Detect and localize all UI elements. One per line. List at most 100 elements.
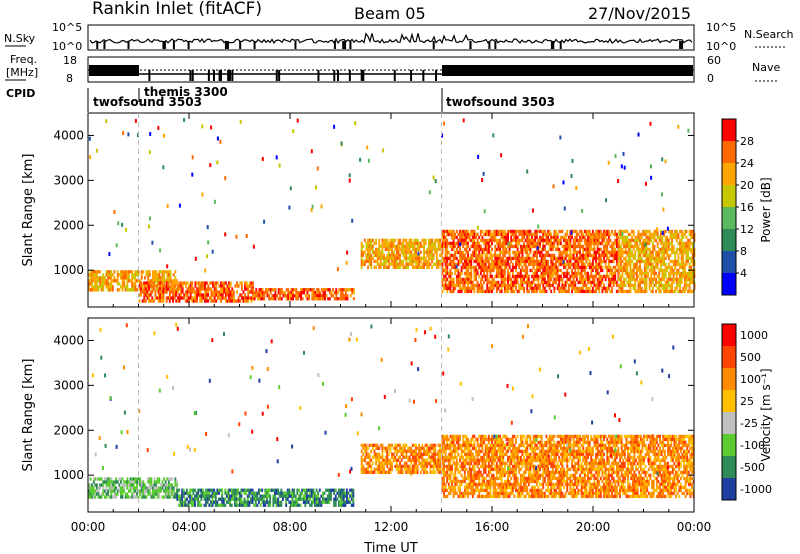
power-cell — [158, 276, 161, 280]
power-cell — [518, 265, 521, 270]
velocity-cell — [171, 492, 174, 496]
power-cell — [418, 265, 421, 269]
power-cell — [508, 265, 511, 270]
nsky-tick-top: 10^5 — [52, 21, 82, 34]
power-cell — [424, 241, 427, 245]
power-cell — [492, 265, 495, 270]
power-cell — [639, 232, 641, 237]
power-cell — [138, 284, 141, 288]
power-cell — [172, 293, 174, 297]
velocity-cell — [384, 449, 387, 453]
power-cell — [675, 232, 678, 237]
power-cell — [540, 229, 543, 234]
power-cell — [99, 279, 102, 283]
power-cell — [556, 232, 559, 237]
power-cell — [575, 289, 578, 294]
power-cell — [527, 262, 530, 267]
power-cell — [149, 293, 152, 297]
velocity-cell — [156, 489, 159, 493]
velocity-cell — [325, 488, 328, 492]
power-cell — [659, 229, 662, 234]
power-cell — [510, 289, 513, 294]
power-cell — [614, 271, 617, 276]
power-cell — [669, 232, 672, 237]
power-cell — [642, 277, 645, 282]
power-cell — [375, 253, 377, 257]
velocity-cell — [395, 467, 398, 471]
power-cell — [121, 279, 124, 283]
velocity-cell — [381, 452, 384, 456]
power-cell — [601, 268, 604, 273]
power-cell — [131, 276, 134, 280]
power-cell — [590, 283, 593, 288]
power-cell — [451, 265, 453, 270]
power-cell — [424, 250, 427, 254]
power-cell — [671, 265, 673, 270]
power-cell — [632, 286, 635, 291]
power-colorbar-segment — [722, 185, 736, 208]
power-cell — [378, 256, 381, 260]
power-cell — [615, 253, 618, 258]
power-cell — [446, 289, 449, 294]
power-cell — [451, 232, 453, 237]
velocity-cell — [94, 477, 97, 481]
velocity-cell — [123, 486, 126, 490]
velocity-cell — [267, 488, 270, 492]
power-cell — [559, 253, 562, 258]
power-cell — [447, 256, 450, 261]
power-cell — [439, 247, 441, 251]
power-cell — [580, 271, 583, 276]
power-cell — [682, 289, 685, 294]
power-cell — [603, 259, 605, 264]
power-cell — [550, 265, 553, 270]
power-cell — [165, 284, 168, 288]
power-cell — [651, 253, 654, 258]
power-cell — [667, 256, 670, 261]
power-cell — [598, 235, 601, 240]
power-cell — [131, 288, 134, 292]
power-cell — [457, 280, 460, 285]
velocity-cell — [275, 503, 278, 507]
power-cell — [580, 235, 583, 240]
power-cell — [599, 280, 602, 285]
velocity-cell — [92, 492, 95, 496]
power-cell — [550, 268, 553, 273]
velocity-cell — [368, 443, 371, 447]
power-cell — [682, 256, 685, 261]
power-cell — [513, 277, 516, 282]
velocity-cell — [184, 500, 187, 504]
power-cell — [154, 293, 157, 297]
velocity-cell — [168, 477, 170, 481]
power-cell — [664, 289, 667, 294]
power-cell — [308, 297, 310, 301]
power-cell — [194, 296, 197, 300]
power-cell — [558, 250, 561, 255]
power-cell — [408, 247, 411, 251]
power-cell — [542, 241, 545, 246]
power-cell — [495, 247, 498, 252]
power-cell — [607, 238, 610, 243]
power-cell — [476, 283, 479, 288]
power-cell — [555, 259, 557, 264]
power-cell — [640, 289, 643, 294]
power-cell — [368, 259, 371, 263]
power-cell — [667, 289, 670, 294]
velocity-cell — [341, 494, 344, 498]
power-cell — [463, 283, 466, 288]
power-cell — [553, 238, 556, 243]
power-cell — [556, 274, 559, 279]
power-cell — [287, 288, 290, 292]
power-cell — [489, 232, 492, 237]
power-cell — [537, 241, 540, 246]
power-cell — [527, 289, 530, 294]
power-cell — [690, 289, 693, 294]
power-cell — [642, 232, 645, 237]
power-cell — [169, 276, 172, 280]
power-cell — [627, 280, 630, 285]
velocity-cell — [190, 497, 193, 501]
power-cell — [531, 241, 533, 246]
power-cell — [561, 286, 564, 291]
velocity-cell — [258, 491, 260, 495]
velocity-cell — [389, 464, 392, 468]
power-cell — [571, 280, 573, 285]
